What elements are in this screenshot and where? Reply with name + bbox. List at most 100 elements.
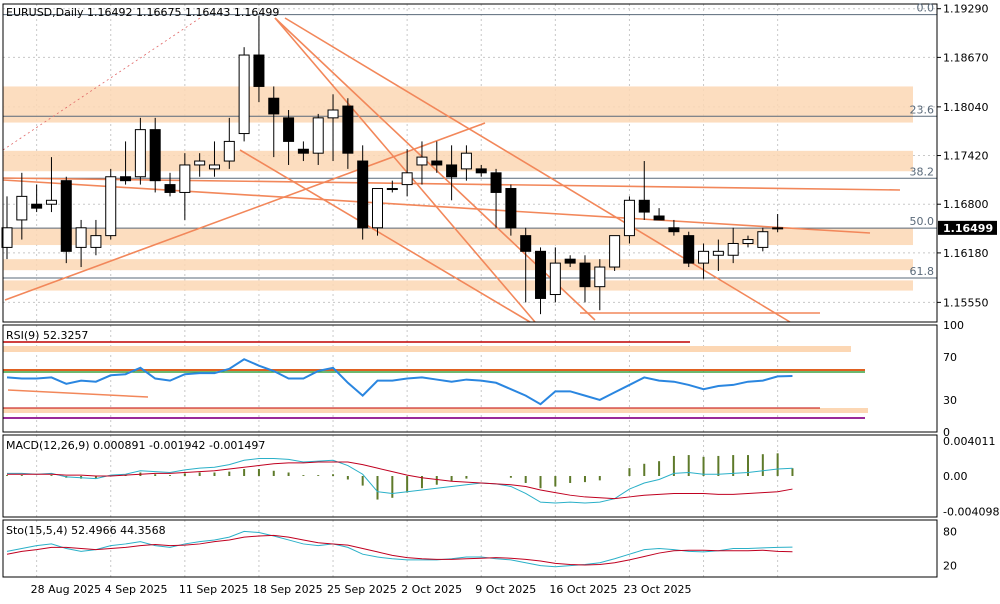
candle-bullish bbox=[757, 231, 769, 248]
candle-bullish bbox=[712, 250, 724, 256]
time-axis-label: 4 Sep 2025 bbox=[105, 583, 168, 596]
macd-signal-line bbox=[7, 461, 793, 500]
trendline bbox=[284, 17, 791, 323]
fibonacci-zone-band bbox=[3, 259, 913, 271]
candle-bearish bbox=[283, 117, 295, 142]
candle-bullish bbox=[194, 160, 206, 166]
rsi-zone-band bbox=[3, 346, 851, 352]
drawing-objects bbox=[2, 14, 937, 323]
main-panel-title: EURUSD,Daily 1.16492 1.16675 1.16443 1.1… bbox=[6, 6, 279, 19]
candle-bearish bbox=[638, 199, 650, 213]
panel-frame bbox=[2, 324, 938, 433]
candle-bearish bbox=[579, 262, 591, 288]
price-axis-label: 1.19290 bbox=[943, 3, 989, 16]
candles-layer bbox=[1, 15, 784, 315]
rsi-axis-label: 30 bbox=[943, 394, 957, 407]
candle-bullish bbox=[75, 227, 87, 248]
stochastic-signal-line bbox=[6, 534, 793, 566]
fibonacci-level-label: 23.6 bbox=[910, 103, 935, 116]
candle-bullish bbox=[238, 54, 250, 135]
trendline bbox=[274, 17, 536, 323]
time-axis-label: 11 Sep 2025 bbox=[179, 583, 249, 596]
rsi-trendline bbox=[7, 389, 149, 398]
time-axis-label: 9 Oct 2025 bbox=[475, 583, 536, 596]
panel-frame bbox=[2, 519, 938, 578]
panel-frame bbox=[2, 434, 938, 518]
candle-bearish bbox=[253, 54, 265, 87]
candle-bullish bbox=[16, 195, 28, 221]
candle-bearish bbox=[520, 235, 532, 252]
rsi-panel-title: RSI(9) 52.3257 bbox=[6, 329, 88, 342]
macd-axis-label: 0.004011 bbox=[943, 435, 996, 448]
current-price-label: 1.16499 bbox=[943, 222, 993, 235]
time-axis-label: 16 Oct 2025 bbox=[549, 583, 617, 596]
fibonacci-level-label: 0.0 bbox=[917, 2, 935, 15]
candle-bullish bbox=[45, 199, 57, 205]
candle-bullish bbox=[90, 235, 102, 248]
fibonacci-level-label: 38.2 bbox=[910, 165, 935, 178]
candle-bullish bbox=[223, 140, 235, 162]
axis-layer: 1.19290 1.18670 1.18040 1.17420 1.16800 1.161… bbox=[31, 3, 1000, 596]
candle-bearish bbox=[357, 160, 369, 229]
time-axis-label: 25 Sep 2025 bbox=[327, 583, 397, 596]
price-axis-label: 1.18670 bbox=[943, 51, 989, 64]
candle-bullish bbox=[386, 188, 398, 191]
candle-bearish bbox=[535, 250, 547, 299]
panel-frames bbox=[2, 3, 938, 578]
price-axis-label: 1.15550 bbox=[943, 296, 989, 309]
time-axis-label: 18 Sep 2025 bbox=[253, 583, 323, 596]
stochastic-axis-label: 20 bbox=[943, 560, 957, 573]
candle-bullish bbox=[105, 176, 117, 237]
fibonacci-level-label: 50.0 bbox=[910, 215, 935, 228]
stochastic-axis-label: 80 bbox=[943, 525, 957, 538]
stochastic-main-line bbox=[6, 530, 793, 568]
fibonacci-zone-band bbox=[3, 227, 913, 246]
rsi-line bbox=[6, 358, 793, 406]
candle-bullish bbox=[401, 172, 413, 186]
trendline bbox=[4, 122, 486, 301]
trendline bbox=[239, 149, 531, 323]
candle-bullish bbox=[727, 242, 739, 256]
candle-bearish bbox=[653, 215, 665, 221]
price-axis-label: 1.16180 bbox=[943, 247, 989, 260]
trendline bbox=[2, 179, 871, 234]
candle-bearish bbox=[149, 129, 161, 182]
time-axis-label: 2 Oct 2025 bbox=[401, 583, 462, 596]
candle-bullish bbox=[372, 188, 383, 229]
candle-bullish bbox=[594, 266, 606, 288]
rsi-axis-label: 70 bbox=[943, 351, 957, 364]
price-axis-label: 1.16800 bbox=[943, 198, 989, 211]
fibonacci-zone-band bbox=[3, 280, 913, 291]
candle-bullish bbox=[1, 227, 13, 248]
fibonacci-zone-band bbox=[3, 86, 913, 123]
price-axis-label: 1.18040 bbox=[943, 101, 989, 114]
candle-bearish bbox=[120, 176, 132, 182]
current-price-box bbox=[938, 220, 997, 235]
fibonacci-level-label: 61.8 bbox=[910, 265, 935, 278]
candle-bearish bbox=[297, 148, 309, 154]
candle-bearish bbox=[475, 168, 487, 174]
candle-bullish bbox=[416, 156, 428, 166]
candle-bullish bbox=[609, 235, 621, 268]
candle-bullish bbox=[742, 239, 754, 244]
rsi-axis-label: 100 bbox=[943, 319, 964, 332]
time-axis-label: 28 Aug 2025 bbox=[31, 583, 101, 596]
candle-bearish bbox=[490, 172, 502, 193]
rsi-zone-band bbox=[3, 408, 868, 413]
candle-bullish bbox=[312, 117, 324, 154]
candle-bullish bbox=[698, 250, 710, 264]
candle-bearish bbox=[683, 235, 695, 264]
candle-bullish bbox=[134, 129, 146, 178]
candle-bullish bbox=[208, 164, 220, 170]
candle-bullish bbox=[623, 199, 635, 237]
candle-bearish bbox=[164, 184, 176, 193]
candle-bearish bbox=[342, 105, 354, 154]
time-axis-label: 23 Oct 2025 bbox=[623, 583, 691, 596]
candle-bullish bbox=[460, 152, 472, 170]
panel-frame bbox=[2, 3, 938, 323]
price-axis-label: 1.17420 bbox=[943, 150, 989, 163]
candle-bearish bbox=[60, 180, 72, 252]
rsi-axis-label: 0 bbox=[943, 426, 950, 439]
